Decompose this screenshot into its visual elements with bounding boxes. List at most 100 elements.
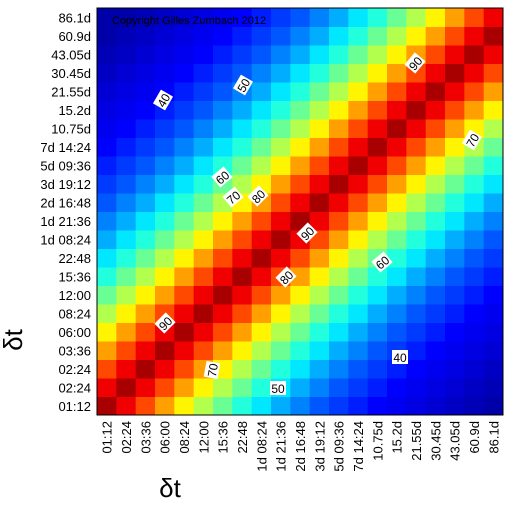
cell: [155, 63, 175, 83]
cell: [213, 267, 233, 286]
cell: [464, 304, 485, 323]
cell: [309, 82, 330, 101]
cell: [155, 285, 175, 305]
cell: [213, 248, 233, 268]
cell: [174, 248, 195, 268]
cell: [483, 230, 504, 249]
contour-label-box: [152, 89, 174, 111]
cell: [213, 322, 233, 342]
cell: [155, 174, 175, 194]
contour-label-box: [275, 266, 297, 288]
cell: [251, 119, 272, 138]
contour-label-text: 50: [271, 382, 285, 396]
cell: [445, 45, 465, 64]
cell: [387, 156, 407, 175]
cell: [329, 248, 349, 268]
cell: [309, 156, 330, 175]
cell: [329, 304, 349, 323]
cell: [464, 156, 485, 175]
cell: [406, 304, 427, 323]
y-tick-label: 06:00: [58, 325, 91, 340]
cell: [251, 267, 272, 286]
cell: [174, 359, 195, 379]
cell: [406, 378, 427, 397]
cell: [193, 304, 214, 323]
cell: [406, 137, 427, 157]
contour-label-box: [461, 129, 483, 151]
cell: [135, 82, 156, 101]
cell: [116, 26, 137, 46]
cell: [445, 285, 465, 305]
contour-label-box: [211, 166, 233, 188]
cell: [97, 211, 117, 231]
cell: [483, 304, 504, 323]
cell: [193, 8, 214, 27]
cell: [232, 8, 253, 27]
cell: [329, 359, 349, 379]
cell: [464, 341, 485, 360]
cell: [193, 396, 214, 416]
cell: [213, 211, 233, 231]
cell: [193, 156, 214, 175]
cell: [425, 45, 446, 64]
cell: [445, 211, 465, 231]
cell: [232, 230, 253, 249]
cell: [348, 396, 369, 416]
cell: [367, 396, 388, 416]
cell: [329, 378, 349, 397]
cell: [97, 396, 117, 416]
cell: [193, 248, 214, 268]
cell: [232, 341, 253, 360]
y-tick-label: 43.05d: [51, 47, 91, 62]
cell: [387, 45, 407, 64]
cell: [232, 156, 253, 175]
cell: [348, 193, 369, 212]
cell: [174, 322, 195, 342]
cell: [367, 63, 388, 83]
y-tick-label: 1d 21:36: [40, 214, 91, 229]
cell: [367, 359, 388, 379]
cell: [387, 193, 407, 212]
cell: [367, 267, 388, 286]
cell: [116, 359, 137, 379]
cell: [348, 304, 369, 323]
cell: [155, 45, 175, 64]
cell: [329, 119, 349, 138]
cell: [135, 63, 156, 83]
cell: [329, 156, 349, 175]
cell: [309, 248, 330, 268]
cell: [425, 100, 446, 120]
cell: [135, 248, 156, 268]
cell: [406, 230, 427, 249]
cell: [406, 211, 427, 231]
cell: [232, 63, 253, 83]
cell: [406, 100, 427, 120]
x-tick-label: 15:36: [216, 421, 231, 454]
cell: [232, 322, 253, 342]
cell: [155, 26, 175, 46]
y-tick-label: 30.45d: [51, 66, 91, 81]
cell: [425, 359, 446, 379]
cell: [193, 63, 214, 83]
cell: [271, 211, 291, 231]
cell: [271, 8, 291, 27]
cell: [445, 248, 465, 268]
y-tick-label: 02:24: [58, 380, 91, 395]
cell: [464, 285, 485, 305]
cell: [232, 267, 253, 286]
cell: [193, 285, 214, 305]
cell: [193, 341, 214, 360]
cell: [251, 211, 272, 231]
cell: [387, 267, 407, 286]
contour-label-box: [154, 312, 176, 334]
cell: [387, 211, 407, 231]
cell: [271, 45, 291, 64]
cell: [193, 82, 214, 101]
cell: [406, 193, 427, 212]
x-tick-label: 30.45d: [428, 421, 443, 461]
cell: [483, 322, 504, 342]
cell: [445, 82, 465, 101]
x-tick-label: 08:24: [177, 421, 192, 454]
cell: [367, 82, 388, 101]
